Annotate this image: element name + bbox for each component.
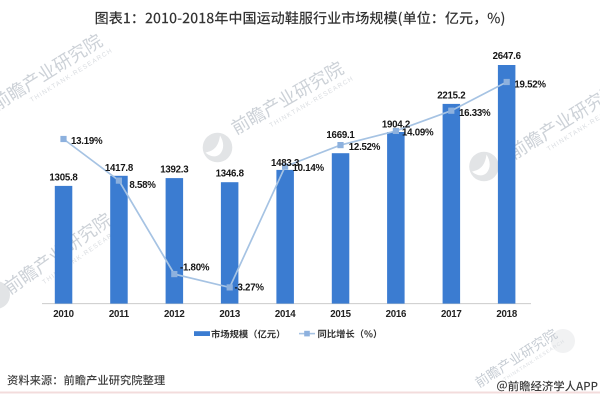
svg-text:1483.3: 1483.3 bbox=[271, 158, 300, 169]
svg-text:2011: 2011 bbox=[109, 309, 130, 320]
svg-text:16.33%: 16.33% bbox=[459, 108, 491, 119]
svg-text:2013: 2013 bbox=[219, 309, 240, 320]
svg-text:2014: 2014 bbox=[275, 309, 296, 320]
svg-text:1346.8: 1346.8 bbox=[216, 169, 245, 180]
svg-text:2015: 2015 bbox=[330, 309, 351, 320]
svg-text:8.58%: 8.58% bbox=[129, 180, 156, 191]
svg-text:2018: 2018 bbox=[496, 309, 517, 320]
svg-text:2215.2: 2215.2 bbox=[437, 91, 465, 102]
svg-text:1305.8: 1305.8 bbox=[49, 172, 78, 183]
svg-text:1417.8: 1417.8 bbox=[105, 163, 134, 174]
svg-text:12.52%: 12.52% bbox=[349, 142, 381, 153]
svg-text:13.19%: 13.19% bbox=[71, 136, 103, 147]
svg-text:2016: 2016 bbox=[386, 309, 407, 320]
svg-text:1392.3: 1392.3 bbox=[160, 165, 189, 176]
svg-text:-1.80%: -1.80% bbox=[180, 263, 210, 274]
svg-text:-3.27%: -3.27% bbox=[235, 283, 265, 294]
svg-text:14.09%: 14.09% bbox=[402, 127, 434, 138]
svg-text:2017: 2017 bbox=[441, 309, 462, 320]
svg-text:1669.1: 1669.1 bbox=[326, 130, 355, 141]
svg-text:2647.6: 2647.6 bbox=[493, 51, 522, 62]
svg-text:19.52%: 19.52% bbox=[514, 79, 546, 90]
svg-text:10.14%: 10.14% bbox=[293, 163, 325, 174]
svg-text:2012: 2012 bbox=[164, 309, 185, 320]
svg-text:2010: 2010 bbox=[53, 309, 74, 320]
svg-text:1904.2: 1904.2 bbox=[382, 120, 410, 131]
